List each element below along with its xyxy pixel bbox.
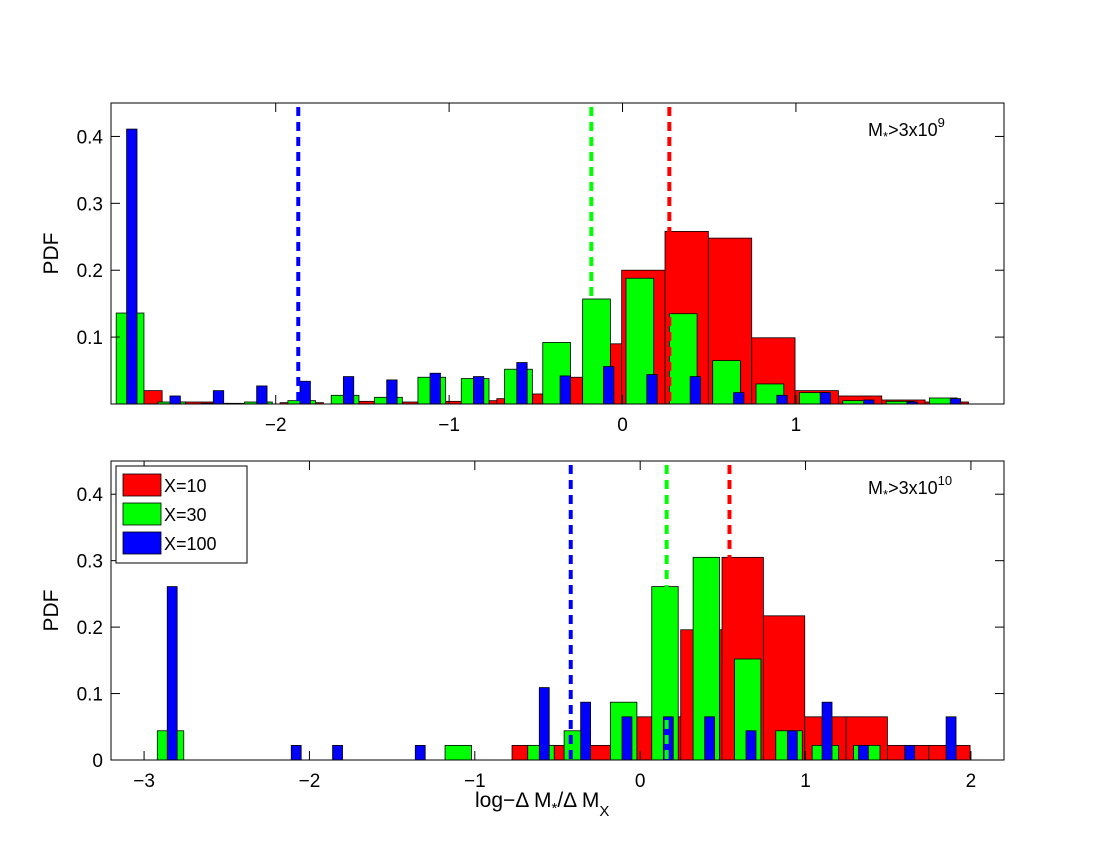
top-bar-x100-10 bbox=[559, 375, 571, 405]
bottom-bar-x30-1 bbox=[444, 744, 472, 761]
legend-swatch-x100 bbox=[122, 531, 162, 555]
bottom-bar-x100-1 bbox=[290, 744, 302, 761]
bottom-bar-x100-8 bbox=[704, 716, 716, 761]
top-ytick-label: 0.3 bbox=[77, 194, 103, 215]
bottom-bar-x100-0 bbox=[166, 586, 178, 761]
top-bar-x100-3 bbox=[256, 385, 268, 405]
top-bar-x100-11 bbox=[603, 366, 615, 405]
bottom-bar-x10-9 bbox=[845, 716, 888, 761]
top-xtick-label: 0 bbox=[617, 415, 628, 436]
legend: X=10 X=30 X=100 bbox=[115, 465, 248, 564]
top-bar-x100-6 bbox=[386, 379, 398, 405]
top-series-x100 bbox=[126, 128, 962, 405]
top-axes-frame bbox=[110, 102, 1005, 405]
top-bar-x100-8 bbox=[473, 376, 485, 405]
top-xtick-label: −1 bbox=[438, 415, 460, 436]
top-bar-x100-7 bbox=[429, 372, 441, 405]
bottom-ylabel: PDF bbox=[40, 590, 63, 632]
top-bar-x100-16 bbox=[819, 392, 832, 405]
bottom-bar-x100-6 bbox=[621, 716, 633, 761]
top-bar-x100-19 bbox=[949, 398, 962, 405]
bottom-xtick-label: −1 bbox=[464, 771, 486, 792]
bottom-bar-x100-13 bbox=[904, 744, 916, 761]
legend-label-x30: X=30 bbox=[164, 505, 207, 525]
top-annotation: M*>3x109 bbox=[868, 115, 945, 144]
bottom-bar-x100-10 bbox=[786, 730, 798, 761]
bottom-axes-frame bbox=[110, 460, 1005, 761]
bottom-xtick-label: −2 bbox=[299, 771, 321, 792]
top-bar-x100-17 bbox=[863, 399, 875, 405]
top-bar-x100-9 bbox=[516, 362, 528, 405]
top-bar-x100-0 bbox=[126, 128, 138, 405]
bottom-xtick-label: 2 bbox=[966, 771, 977, 792]
bottom-bar-x100-2 bbox=[332, 744, 343, 761]
bottom-annotation: M*>3x1010 bbox=[868, 473, 952, 502]
bottom-xtick-label: 1 bbox=[800, 771, 811, 792]
bottom-xtick-label: 0 bbox=[635, 771, 646, 792]
legend-swatch-x30 bbox=[122, 502, 162, 526]
top-xtick-label: 1 bbox=[791, 415, 802, 436]
top-ytick-label: 0.4 bbox=[77, 127, 104, 148]
top-bar-x100-1 bbox=[169, 395, 181, 405]
xlabel: log−Δ M*/Δ MX bbox=[475, 789, 609, 820]
bottom-bar-x100-11 bbox=[821, 701, 833, 761]
bottom-bar-x100-3 bbox=[414, 744, 426, 761]
bottom-ytick-label: 0.1 bbox=[77, 685, 103, 706]
bottom-panel: −3 −2 −1 0 1 2 0 0.1 0.2 0.3 0.4 PDF M*>3x1010 log−Δ … bbox=[40, 460, 1005, 820]
bottom-ytick-label: 0.4 bbox=[77, 485, 104, 506]
bottom-bar-x100-5 bbox=[580, 701, 591, 761]
bottom-bar-x100-12 bbox=[858, 744, 869, 761]
bottom-bar-x100-14 bbox=[945, 716, 957, 761]
legend-label-x100: X=100 bbox=[164, 534, 217, 554]
bottom-ytick-label: 0 bbox=[92, 751, 103, 772]
top-bar-x100-14 bbox=[733, 392, 745, 405]
top-series-x30 bbox=[115, 277, 958, 405]
bottom-bar-x100-9 bbox=[745, 730, 757, 761]
legend-swatch-x10 bbox=[122, 473, 162, 497]
top-bar-x100-5 bbox=[342, 376, 355, 405]
top-xtick-label: −2 bbox=[265, 415, 287, 436]
legend-label-x10: X=10 bbox=[164, 476, 207, 496]
bottom-bar-x100-4 bbox=[538, 687, 550, 761]
top-bar-x100-15 bbox=[776, 394, 788, 405]
top-panel: −2 −1 0 1 0.1 0.2 0.3 0.4 PDF M*>3x109 bbox=[40, 102, 1005, 436]
bottom-ytick-label: 0.3 bbox=[77, 552, 103, 573]
top-ylabel: PDF bbox=[40, 233, 63, 275]
top-ytick-label: 0.1 bbox=[77, 328, 103, 349]
top-bar-x100-12 bbox=[646, 374, 658, 405]
top-bar-x100-4 bbox=[299, 380, 311, 405]
bottom-ytick-label: 0.2 bbox=[77, 618, 103, 639]
top-bar-x100-2 bbox=[212, 390, 225, 405]
top-bar-x100-13 bbox=[689, 376, 701, 405]
bottom-xtick-label: −3 bbox=[133, 771, 155, 792]
top-ytick-label: 0.2 bbox=[77, 261, 103, 282]
